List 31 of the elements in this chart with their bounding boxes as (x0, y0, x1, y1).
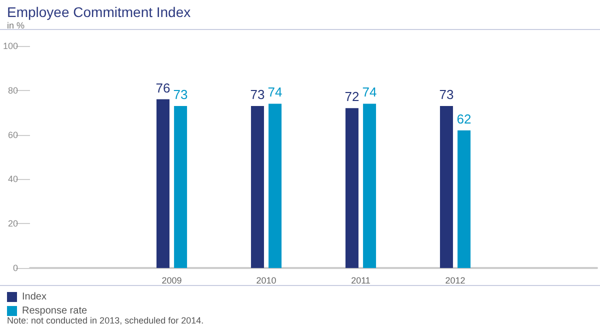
y-tick-label: 60 (8, 130, 18, 140)
bar (345, 108, 358, 268)
legend-label: Index (22, 292, 46, 302)
bar (440, 106, 453, 268)
data-label: 62 (456, 111, 472, 126)
y-tick-label: 0 (13, 263, 18, 273)
y-tick-label: 100 (2, 41, 18, 51)
x-tick-label: 2010 (256, 276, 276, 286)
bar (174, 106, 188, 268)
y-tick-label: 20 (8, 218, 18, 229)
data-label: 72 (344, 89, 360, 104)
data-label: 74 (362, 84, 377, 100)
data-label: 73 (250, 86, 265, 102)
chart-subtitle: in % (7, 20, 25, 30)
legend-label: Response rate (22, 306, 88, 316)
y-tick-label: 80 (8, 85, 18, 96)
bar (458, 130, 471, 268)
x-tick-label: 2009 (162, 276, 182, 286)
text: Note: not conducted in 2013, scheduled for 2014. (7, 316, 204, 325)
x-tick-label: 2012 (445, 276, 466, 286)
bar (268, 104, 282, 268)
bar (156, 99, 170, 268)
data-label: 74 (268, 84, 282, 100)
bar (363, 104, 376, 268)
data-label: 76 (156, 80, 170, 96)
data-label: 73 (439, 86, 454, 102)
y-tick-label: 40 (8, 174, 18, 184)
data-label: 73 (173, 86, 188, 102)
chart-title: Employee Commitment Index (7, 4, 191, 20)
x-tick-label: 2011 (351, 276, 370, 286)
bar (250, 106, 264, 268)
